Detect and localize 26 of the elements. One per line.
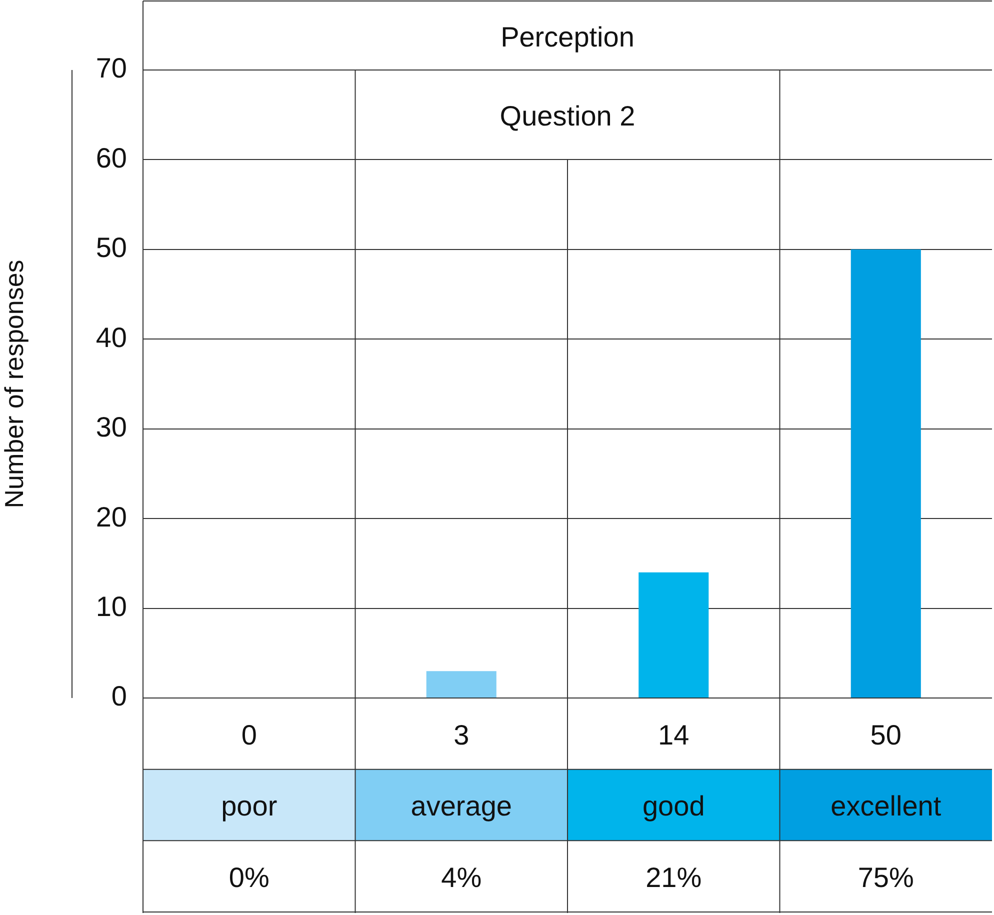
y-tick-label: 70 — [96, 52, 127, 84]
bar — [638, 572, 709, 698]
y-tick-label: 0 — [111, 680, 127, 712]
y-tick-label: 40 — [96, 322, 127, 353]
y-tick-label: 60 — [96, 142, 127, 174]
bar — [426, 671, 496, 698]
chart-title: Perception — [500, 22, 634, 53]
data-label: 0 — [241, 719, 257, 750]
text: 75% — [858, 862, 914, 894]
y-tick-label: 50 — [96, 232, 127, 264]
y-axis-title: Number of responses — [0, 260, 29, 508]
data-label: 3 — [454, 719, 470, 750]
x-tick-label: average — [410, 790, 512, 822]
x-tick-label: poor — [221, 790, 278, 822]
bar — [850, 249, 921, 698]
x-tick-label: excellent — [830, 790, 942, 822]
y-tick-label: 20 — [96, 501, 127, 532]
text: 21% — [646, 862, 702, 894]
x-tick-label: good — [642, 790, 705, 822]
text: 0% — [228, 862, 270, 894]
data-label: 50 — [870, 719, 902, 750]
y-tick-label: 30 — [96, 412, 127, 443]
y-tick-label: 10 — [96, 591, 127, 622]
text: Question 2 — [500, 100, 636, 132]
data-label: 14 — [658, 719, 690, 750]
text: 4% — [441, 862, 482, 894]
